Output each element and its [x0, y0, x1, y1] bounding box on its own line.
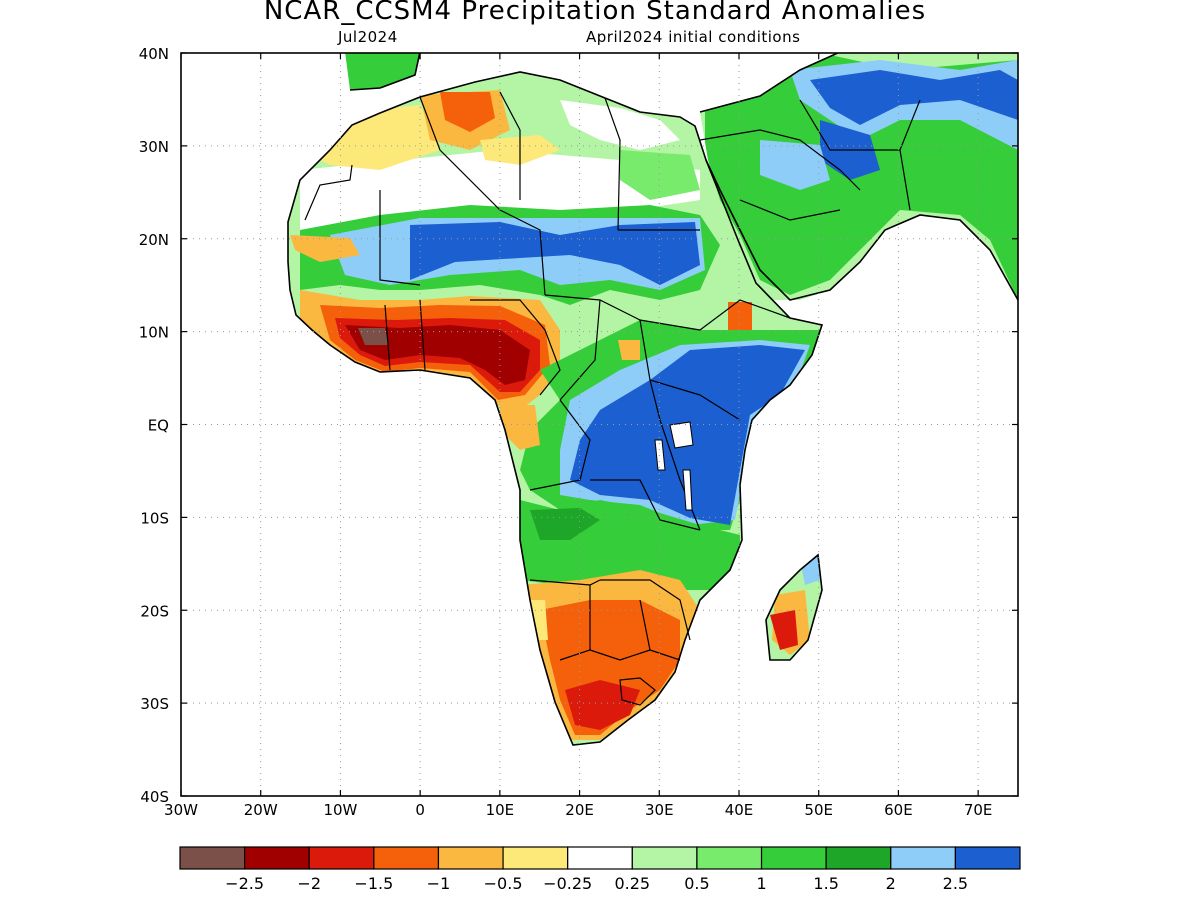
map-title: NCAR_CCSM4 Precipitation Standard Anomal…: [263, 0, 927, 26]
lon-label: 20E: [565, 801, 594, 819]
colorbar-swatch: [825, 846, 892, 870]
lon-label: 20W: [244, 801, 278, 819]
lat-label: 10S: [140, 509, 169, 527]
lat-label: EQ: [148, 417, 169, 435]
colorbar-swatch: [567, 846, 633, 870]
map-axes: 30W 20W 10W 0 10E 20E 30E 40E 50E 60E 70E 40N 30N 20N…: [139, 45, 1018, 819]
colorbar-label: −0.25: [543, 874, 592, 893]
colorbar-label: −1: [427, 874, 451, 893]
colorbar-swatch: [760, 846, 827, 870]
lat-label: 30S: [140, 695, 169, 713]
colorbar-swatch: [631, 846, 698, 870]
lon-label: 60E: [884, 801, 913, 819]
colorbar-swatch: [437, 846, 504, 870]
lon-label: 70E: [964, 801, 993, 819]
lat-label: 10N: [139, 324, 169, 342]
lat-label: 40N: [139, 45, 169, 63]
colorbar-swatch: [696, 846, 763, 870]
colorbar-label: −2: [297, 874, 321, 893]
colorbar-label: 2: [886, 874, 896, 893]
lon-label: 0: [415, 801, 425, 819]
colorbar-label: 1.5: [813, 874, 838, 893]
colorbar-swatch: [954, 846, 1021, 870]
colorbar-label: 1: [756, 874, 766, 893]
anomaly-field: [288, 53, 1018, 745]
lat-label: 40S: [140, 788, 169, 806]
lon-label: 50E: [804, 801, 833, 819]
colorbar-label: −1.5: [354, 874, 393, 893]
lon-label: 10E: [486, 801, 515, 819]
colorbar-swatch: [890, 846, 956, 870]
colorbar-swatch: [244, 846, 310, 870]
lon-label: 30W: [164, 801, 198, 819]
lon-label: 40E: [725, 801, 754, 819]
colorbar-swatch: [373, 846, 440, 870]
target-month-label: Jul2024: [338, 28, 398, 46]
colorbar-label: −2.5: [225, 874, 264, 893]
lon-label: 10W: [323, 801, 357, 819]
colorbar-label: −0.5: [484, 874, 523, 893]
coastlines: [287, 53, 1018, 746]
lat-label: 30N: [139, 138, 169, 156]
colorbar-label: 0.25: [614, 874, 650, 893]
colorbar-label: 0.5: [684, 874, 709, 893]
lakes: [654, 421, 694, 511]
colorbar: −2.5 −2 −1.5 −1 −0.5 −0.25 0.25 0.5 1 1.5 2 2.5: [179, 846, 1021, 893]
init-conditions-label: April2024 initial conditions: [586, 28, 801, 46]
colorbar-swatch: [179, 846, 246, 870]
colorbar-swatch: [308, 846, 375, 870]
colorbar-swatch: [502, 846, 569, 870]
lat-label: 20N: [139, 231, 169, 249]
lon-label: 30E: [645, 801, 674, 819]
lat-label: 20S: [140, 602, 169, 620]
colorbar-label: 2.5: [943, 874, 968, 893]
